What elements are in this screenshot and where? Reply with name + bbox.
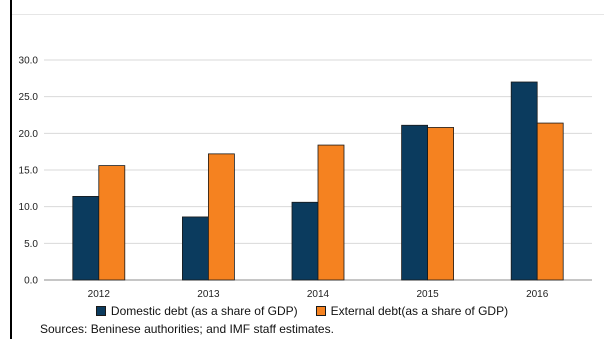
bar-domestic <box>181 216 209 281</box>
bar-external <box>536 122 564 281</box>
bar-domestic <box>291 201 319 281</box>
y-tick-label: 15.0 <box>19 166 39 177</box>
x-tick-label: 2015 <box>416 289 439 300</box>
y-tick-label: 10.0 <box>19 202 39 213</box>
x-axis-ticks: 2012 2013 2014 2015 2016 <box>88 289 549 300</box>
bar-external <box>98 165 126 281</box>
bar-domestic <box>401 124 429 281</box>
x-tick-label: 2012 <box>88 289 111 300</box>
y-tick-label: 30.0 <box>19 56 39 67</box>
y-tick-label: 0.0 <box>24 276 38 287</box>
bar-external <box>427 127 455 281</box>
bar-external <box>207 153 235 281</box>
legend-label-external: External debt(as a share of GDP) <box>330 304 509 318</box>
x-tick-label: 2013 <box>197 289 220 300</box>
top-divider <box>12 14 604 15</box>
bar-domestic <box>510 81 538 281</box>
legend-item-external: External debt(as a share of GDP) <box>315 304 509 318</box>
y-tick-label: 20.0 <box>19 129 39 140</box>
x-tick-label: 2014 <box>307 289 330 300</box>
y-tick-label: 25.0 <box>19 92 39 103</box>
source-note: Sources: Beninese authorities; and IMF s… <box>40 322 334 336</box>
x-tick-label: 2016 <box>526 289 549 300</box>
bar-chart: 0.05.010.015.020.025.030.0 2012 2013 2014 2… <box>19 56 592 300</box>
legend-item-domestic: Domestic debt (as a share of GDP) <box>95 304 298 318</box>
legend: Domestic debt (as a share of GDP) Extern… <box>0 302 604 320</box>
frame-left-border <box>10 0 12 339</box>
bar-domestic <box>72 195 100 281</box>
legend-swatch-domestic <box>95 306 106 316</box>
bars <box>72 81 564 281</box>
y-tick-label: 5.0 <box>24 239 38 250</box>
legend-label-domestic: Domestic debt (as a share of GDP) <box>110 304 298 318</box>
y-axis-ticks: 0.0 5.0 10.0 15.0 20.0 25.0 30.0 <box>19 56 39 287</box>
bar-external <box>317 144 345 281</box>
legend-swatch-external <box>315 306 326 316</box>
